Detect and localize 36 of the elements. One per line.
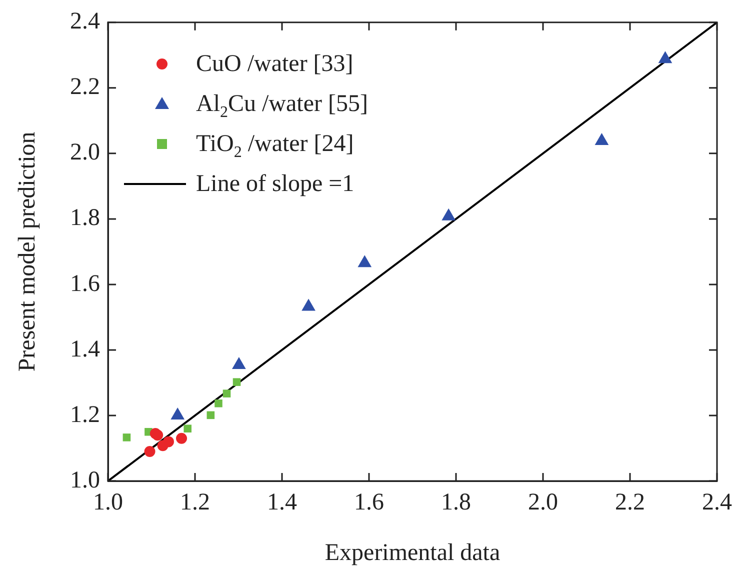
y-tick-label: 1.6: [70, 270, 100, 297]
x-tick-label: 1.2: [180, 490, 210, 516]
y-tick-label: 2.0: [70, 140, 100, 166]
y-tick-label: 2.2: [70, 74, 100, 100]
legend-label: Al$_{2}$Cu /water [55]: [196, 91, 368, 121]
point: [232, 378, 241, 386]
x-tick-label: 1.4: [267, 490, 297, 516]
y-tick-label: 1.2: [70, 402, 100, 428]
x-tick-label: 1.6: [354, 490, 384, 516]
point: [144, 446, 156, 458]
point: [162, 436, 174, 448]
y-tick-label: 2.4: [70, 8, 100, 35]
y-axis-title: Present model prediction: [14, 132, 41, 372]
point: [152, 430, 164, 441]
point: [222, 390, 231, 398]
legend-label: CuO /water [33]: [196, 51, 354, 77]
point: [302, 298, 316, 311]
point: [206, 411, 215, 420]
y-tick-label: 1.4: [70, 336, 100, 362]
point: [594, 132, 609, 145]
y-tick-label: 1.8: [70, 205, 100, 232]
point: [176, 432, 188, 444]
x-tick-label: 2.4: [702, 490, 732, 516]
point: [442, 208, 456, 220]
x-tick-label: 2.2: [615, 490, 645, 516]
point: [184, 424, 192, 432]
x-tick-label: 1.8: [441, 490, 471, 516]
point: [232, 357, 246, 370]
x-axis-title: Experimental data: [324, 540, 500, 566]
legend-label: Line of slope =1: [196, 171, 354, 197]
point: [358, 255, 372, 268]
legend-label: TiO$_{2}$ /water [24]: [196, 131, 354, 161]
point: [122, 434, 131, 442]
x-tick-label: 2.0: [528, 490, 558, 516]
point: [214, 399, 222, 408]
point: [658, 51, 672, 64]
